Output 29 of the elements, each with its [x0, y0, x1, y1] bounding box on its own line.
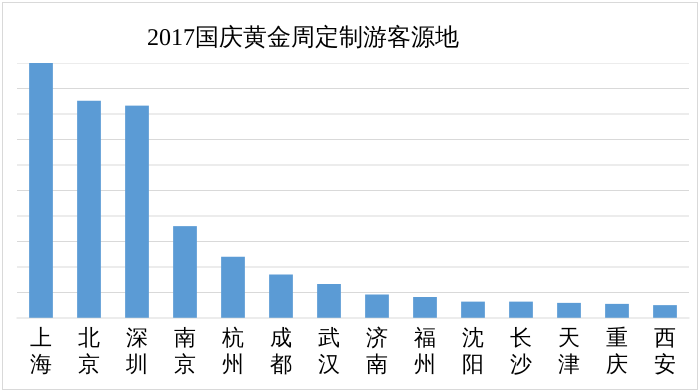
bar: [77, 100, 101, 318]
bar: [221, 256, 245, 318]
x-tick-label: 北京: [78, 325, 100, 377]
x-tick-label: 重庆: [606, 325, 628, 377]
x-tick-label: 武汉: [318, 325, 340, 377]
chart-title: 2017国庆黄金周定制游客源地: [146, 24, 460, 53]
bar: [365, 294, 389, 318]
bar: [461, 302, 485, 318]
x-tick-label: 沈阳: [462, 325, 484, 377]
x-tick-label: 西安: [654, 325, 676, 377]
bar: [29, 63, 53, 318]
x-tick-label: 深圳: [125, 325, 148, 377]
bar: [653, 305, 677, 318]
x-tick-label: 福州: [414, 325, 436, 377]
x-tick-label: 南京: [174, 325, 196, 377]
x-tick-label: 杭州: [221, 325, 244, 377]
bar: [317, 284, 341, 318]
x-tick-label: 济南: [366, 325, 388, 377]
bar: [605, 304, 629, 318]
bar: [173, 226, 197, 318]
x-tick-label: 上海: [30, 325, 52, 377]
bar: [509, 302, 533, 318]
bar: [413, 297, 437, 318]
bar: [269, 274, 293, 318]
bar: [557, 302, 581, 318]
x-tick-label: 成都: [270, 325, 292, 377]
bar: [125, 106, 149, 318]
x-tick-label: 天津: [558, 325, 580, 377]
x-tick-label: 长沙: [510, 325, 532, 377]
